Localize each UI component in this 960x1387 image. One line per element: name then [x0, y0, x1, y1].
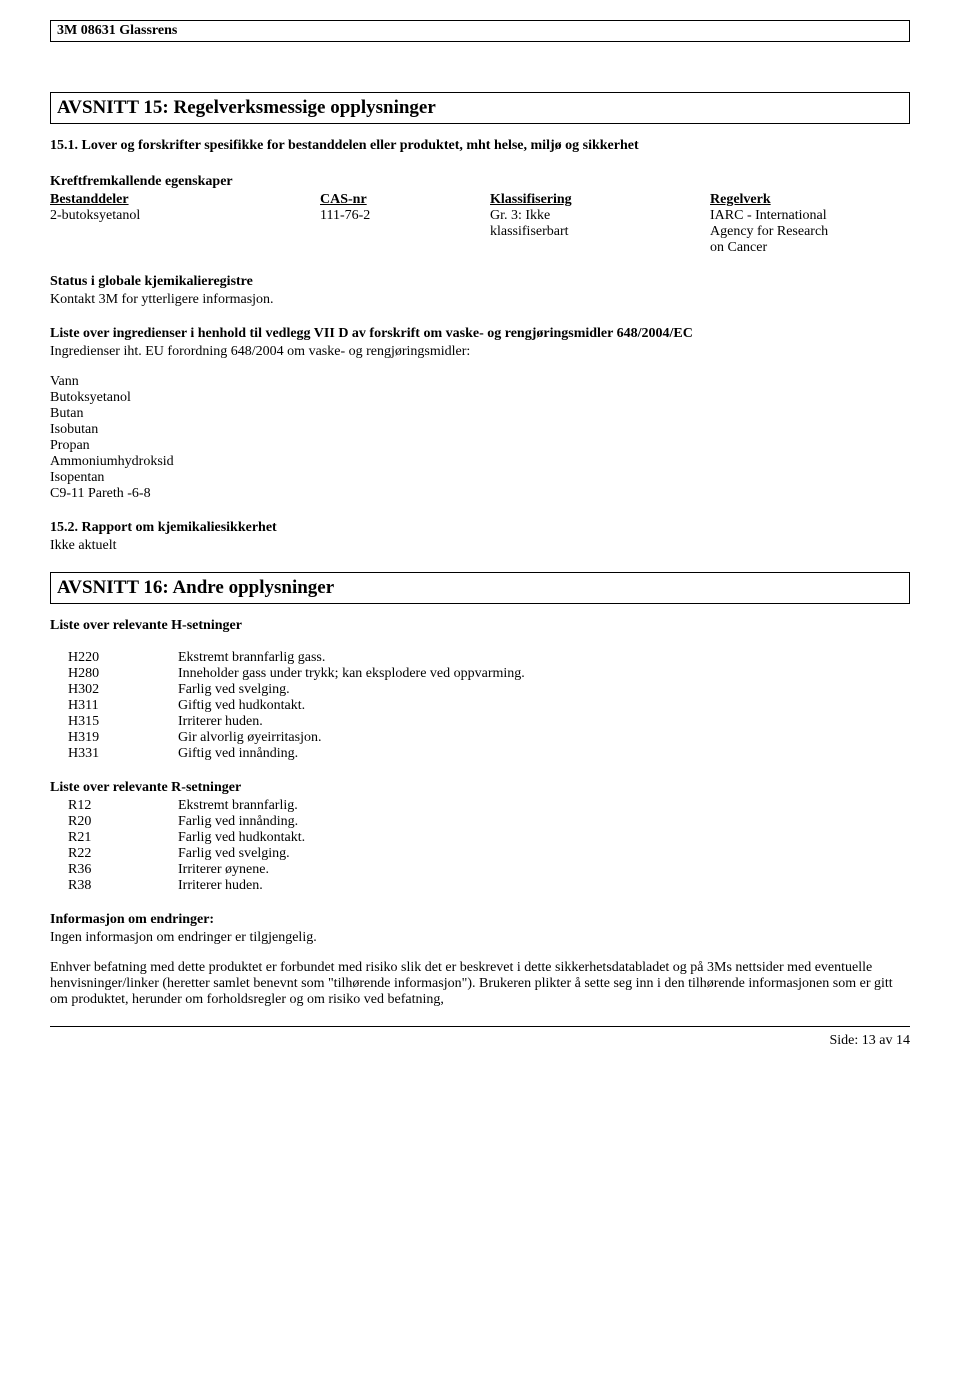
section-16-title-box: AVSNITT 16: Andre opplysninger [50, 572, 910, 604]
ingredient-table-row: 2-butoksyetanol 111-76-2 Gr. 3: Ikke kla… [50, 208, 910, 256]
table-row: H319Gir alvorlig øyeirritasjon. [50, 730, 910, 746]
status-text: Kontakt 3M for ytterligere informasjon. [50, 292, 910, 308]
h-text: Ekstremt brannfarlig gass. [178, 650, 910, 666]
table-row: H302Farlig ved svelging. [50, 682, 910, 698]
r-code: R12 [50, 798, 178, 814]
ingredients-heading: Liste over ingredienser i henhold til ve… [50, 326, 910, 342]
list-item: Isobutan [50, 422, 910, 438]
h-text: Giftig ved hudkontakt. [178, 698, 910, 714]
td-cas: 111-76-2 [320, 208, 490, 256]
h-code: H280 [50, 666, 178, 682]
h-text: Giftig ved innånding. [178, 746, 910, 762]
td-classification-l2: klassifiserbart [490, 224, 710, 240]
r-code: R36 [50, 862, 178, 878]
r-code: R22 [50, 846, 178, 862]
r-text: Farlig ved svelging. [178, 846, 910, 862]
section-15-title: AVSNITT 15: Regelverksmessige opplysning… [57, 97, 436, 118]
r-code: R21 [50, 830, 178, 846]
section-16-title: AVSNITT 16: Andre opplysninger [57, 577, 334, 598]
th-regulation: Regelverk [710, 192, 771, 207]
r-text: Irriterer øynene. [178, 862, 910, 878]
h-statements-heading: Liste over relevante H-setninger [50, 618, 910, 634]
r-code: R20 [50, 814, 178, 830]
r-text: Ekstremt brannfarlig. [178, 798, 910, 814]
table-row: H280Inneholder gass under trykk; kan eks… [50, 666, 910, 682]
ingredient-table-header: Bestanddeler CAS-nr Klassifisering Regel… [50, 192, 910, 208]
section-15-1-heading: 15.1. Lover og forskrifter spesifikke fo… [50, 138, 910, 154]
r-statements-heading: Liste over relevante R-setninger [50, 780, 910, 796]
h-text: Irriterer huden. [178, 714, 910, 730]
table-row: R36Irriterer øynene. [50, 862, 910, 878]
h-code: H302 [50, 682, 178, 698]
h-text: Inneholder gass under trykk; kan eksplod… [178, 666, 910, 682]
page-footer: Side: 13 av 14 [50, 1026, 910, 1049]
h-code: H311 [50, 698, 178, 714]
h-code: H315 [50, 714, 178, 730]
list-item: Butan [50, 406, 910, 422]
h-text: Farlig ved svelging. [178, 682, 910, 698]
td-regulation-l3: on Cancer [710, 240, 910, 256]
changes-heading: Informasjon om endringer: [50, 912, 910, 928]
td-regulation-l2: Agency for Research [710, 224, 910, 240]
table-row: H331Giftig ved innånding. [50, 746, 910, 762]
list-item: Isopentan [50, 470, 910, 486]
h-code: H220 [50, 650, 178, 666]
doc-header-box: 3M 08631 Glassrens [50, 20, 910, 42]
r-text: Farlig ved innånding. [178, 814, 910, 830]
table-row: H315Irriterer huden. [50, 714, 910, 730]
td-classification-l1: Gr. 3: Ikke [490, 208, 710, 224]
section-15-title-box: AVSNITT 15: Regelverksmessige opplysning… [50, 92, 910, 124]
h-code: H331 [50, 746, 178, 762]
r-text: Farlig ved hudkontakt. [178, 830, 910, 846]
list-item: Butoksyetanol [50, 390, 910, 406]
disclaimer-text: Enhver befatning med dette produktet er … [50, 960, 910, 1008]
h-statements-table: H220Ekstremt brannfarlig gass. H280Inneh… [50, 650, 910, 762]
list-item: Vann [50, 374, 910, 390]
carcinogenic-heading: Kreftfremkallende egenskaper [50, 174, 910, 190]
list-item: Ammoniumhydroksid [50, 454, 910, 470]
list-item: Propan [50, 438, 910, 454]
table-row: R12Ekstremt brannfarlig. [50, 798, 910, 814]
status-heading: Status i globale kjemikalieregistre [50, 274, 910, 290]
page-number: Side: 13 av 14 [830, 1033, 911, 1048]
th-cas: CAS-nr [320, 192, 367, 207]
table-row: H311Giftig ved hudkontakt. [50, 698, 910, 714]
td-regulation-l1: IARC - International [710, 208, 910, 224]
ingredient-list: Vann Butoksyetanol Butan Isobutan Propan… [50, 374, 910, 502]
ingredients-intro: Ingredienser iht. EU forordning 648/2004… [50, 344, 910, 360]
table-row: H220Ekstremt brannfarlig gass. [50, 650, 910, 666]
r-code: R38 [50, 878, 178, 894]
r-statements-table: R12Ekstremt brannfarlig. R20Farlig ved i… [50, 798, 910, 894]
h-text: Gir alvorlig øyeirritasjon. [178, 730, 910, 746]
section-15-2-heading: 15.2. Rapport om kjemikaliesikkerhet [50, 520, 910, 536]
table-row: R20Farlig ved innånding. [50, 814, 910, 830]
table-row: R21Farlig ved hudkontakt. [50, 830, 910, 846]
th-classification: Klassifisering [490, 192, 572, 207]
changes-text: Ingen informasjon om endringer er tilgje… [50, 930, 910, 946]
list-item: C9-11 Pareth -6-8 [50, 486, 910, 502]
th-component: Bestanddeler [50, 192, 129, 207]
table-row: R38Irriterer huden. [50, 878, 910, 894]
section-15-2-text: Ikke aktuelt [50, 538, 910, 554]
table-row: R22Farlig ved svelging. [50, 846, 910, 862]
doc-header-title: 3M 08631 Glassrens [57, 23, 177, 38]
td-component: 2-butoksyetanol [50, 208, 320, 256]
r-text: Irriterer huden. [178, 878, 910, 894]
h-code: H319 [50, 730, 178, 746]
